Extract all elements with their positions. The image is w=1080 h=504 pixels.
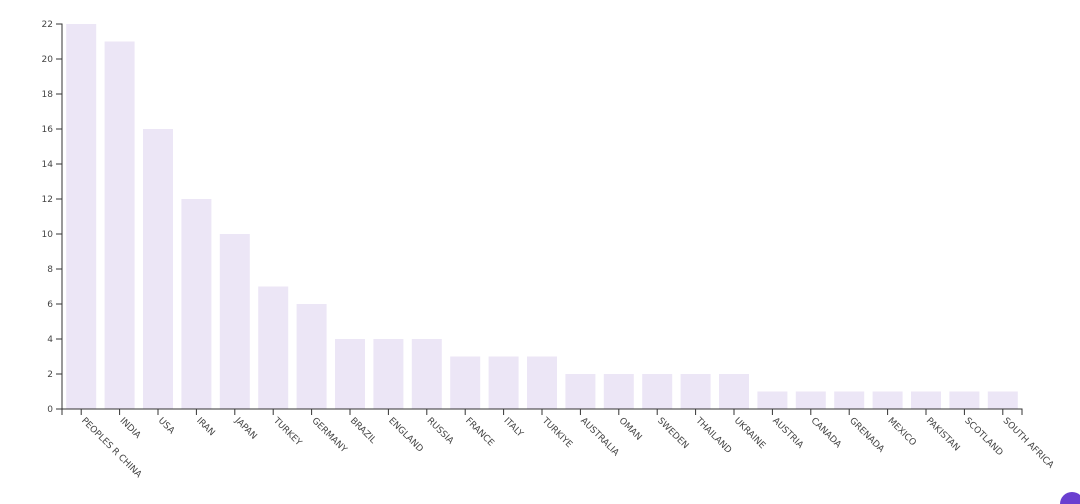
bar bbox=[987, 391, 1018, 409]
x-tick-label: SCOTLAND bbox=[962, 416, 1004, 458]
x-tick-label: RUSSIA bbox=[425, 416, 456, 447]
bar bbox=[565, 374, 596, 409]
bar bbox=[296, 304, 327, 409]
x-tick-label: USA bbox=[156, 416, 177, 437]
x-tick-label: AUSTRIA bbox=[770, 416, 805, 451]
x-tick-label: SOUTH AFRICA bbox=[1001, 416, 1056, 471]
bar bbox=[373, 339, 404, 409]
x-tick-label: GRENADA bbox=[847, 416, 886, 455]
x-tick-label: JAPAN bbox=[232, 415, 258, 441]
bar bbox=[719, 374, 749, 409]
x-axis bbox=[61, 408, 1023, 415]
x-tick-label: THAILAND bbox=[693, 415, 733, 455]
x-tick-label: ENGLAND bbox=[386, 416, 425, 455]
bar bbox=[680, 374, 711, 409]
y-tick-label: 10 bbox=[42, 230, 54, 240]
x-tick-label: AUSTRALIA bbox=[578, 416, 621, 459]
x-tick-label: UKRAINE bbox=[732, 416, 767, 451]
bar bbox=[66, 24, 97, 409]
x-tick-label: BRAZIL bbox=[348, 416, 378, 446]
y-axis bbox=[56, 23, 63, 410]
chat-widget[interactable] bbox=[1060, 492, 1080, 504]
y-tick-label: 4 bbox=[47, 335, 53, 345]
bar bbox=[872, 391, 903, 409]
x-tick-label: ITALY bbox=[501, 416, 525, 440]
bar bbox=[757, 391, 788, 409]
y-tick-label: 22 bbox=[42, 20, 53, 30]
bar bbox=[335, 339, 365, 409]
bar bbox=[181, 199, 212, 409]
bar bbox=[603, 374, 634, 409]
bar bbox=[911, 391, 941, 409]
y-tick-label: 0 bbox=[47, 405, 53, 415]
y-tick-label: 12 bbox=[42, 195, 53, 205]
y-tick-label: 18 bbox=[42, 90, 54, 100]
x-tick-label: TURKEY bbox=[270, 415, 303, 448]
x-tick-label: IRAN bbox=[194, 416, 216, 438]
x-tick-label: FRANCE bbox=[463, 416, 496, 449]
bar bbox=[219, 234, 250, 409]
y-tick-label: 20 bbox=[42, 55, 54, 65]
x-tick-label: MEXICO bbox=[885, 416, 917, 448]
bar bbox=[258, 286, 289, 409]
bar bbox=[450, 356, 481, 409]
bar bbox=[949, 391, 980, 409]
y-tick-label: 2 bbox=[47, 370, 53, 380]
bar bbox=[104, 41, 135, 409]
bar bbox=[527, 356, 557, 409]
x-tick-label: GERMANY bbox=[309, 416, 348, 455]
x-tick-label: INDIA bbox=[117, 416, 142, 441]
x-tick-label: TURKIYE bbox=[539, 415, 574, 450]
bar bbox=[411, 339, 442, 409]
x-tick-label: SWEDEN bbox=[655, 416, 690, 451]
bar bbox=[795, 391, 826, 409]
x-tick-label: CANADA bbox=[809, 416, 844, 451]
x-tick-label: PAKISTAN bbox=[924, 416, 961, 453]
y-tick-label: 16 bbox=[42, 125, 54, 135]
bar bbox=[642, 374, 673, 409]
y-tick-label: 6 bbox=[47, 300, 53, 310]
bar bbox=[834, 391, 865, 409]
bar bbox=[488, 356, 519, 409]
y-tick-label: 14 bbox=[42, 160, 54, 170]
y-tick-label: 8 bbox=[47, 265, 53, 275]
bar bbox=[143, 129, 173, 409]
x-tick-label: OMAN bbox=[617, 416, 644, 443]
